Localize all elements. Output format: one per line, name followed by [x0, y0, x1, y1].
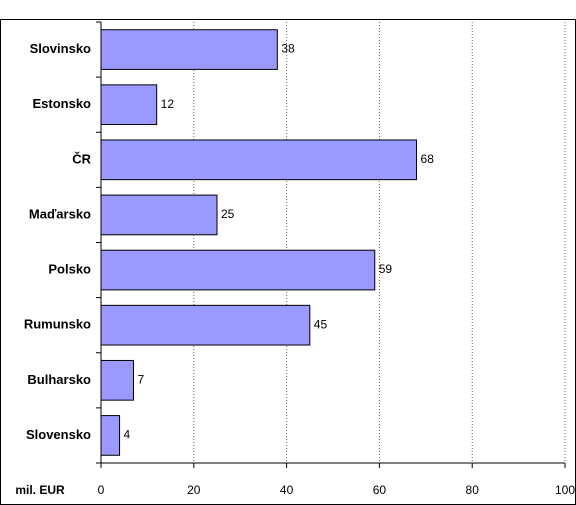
- bar: [100, 194, 218, 236]
- x-tick-label: 100: [555, 483, 575, 497]
- y-tick-label: Maďarsko: [29, 206, 91, 221]
- bar: [100, 84, 158, 126]
- y-tick-label: Slovensko: [26, 427, 91, 442]
- y-tick-label: Rumunsko: [24, 317, 91, 332]
- x-tick-label: 60: [373, 483, 387, 497]
- bar: [100, 139, 418, 181]
- data-label: 38: [281, 42, 295, 56]
- data-label: 7: [137, 372, 144, 386]
- data-label: 68: [421, 152, 435, 166]
- data-label: 12: [161, 97, 175, 111]
- data-label: 59: [379, 262, 393, 276]
- data-label: 4: [124, 428, 131, 442]
- bar: [100, 359, 134, 401]
- x-axis-label: mil. EUR: [15, 483, 65, 497]
- bar: [100, 249, 376, 291]
- bar: [100, 29, 278, 70]
- x-tick-label: 40: [280, 483, 294, 497]
- bar: [100, 304, 311, 346]
- y-tick-label: Estonsko: [32, 96, 91, 111]
- y-tick-label: Slovinsko: [30, 41, 91, 56]
- y-tick-label: ČR: [72, 151, 91, 166]
- bar: [100, 415, 121, 456]
- x-tick-label: 80: [466, 483, 480, 497]
- x-tick-label: 20: [187, 483, 201, 497]
- x-tick-label: 0: [98, 483, 105, 497]
- data-label: 45: [314, 317, 328, 331]
- data-label: 25: [221, 207, 235, 221]
- y-tick-label: Bulharsko: [27, 372, 91, 387]
- y-tick-label: Polsko: [48, 262, 91, 277]
